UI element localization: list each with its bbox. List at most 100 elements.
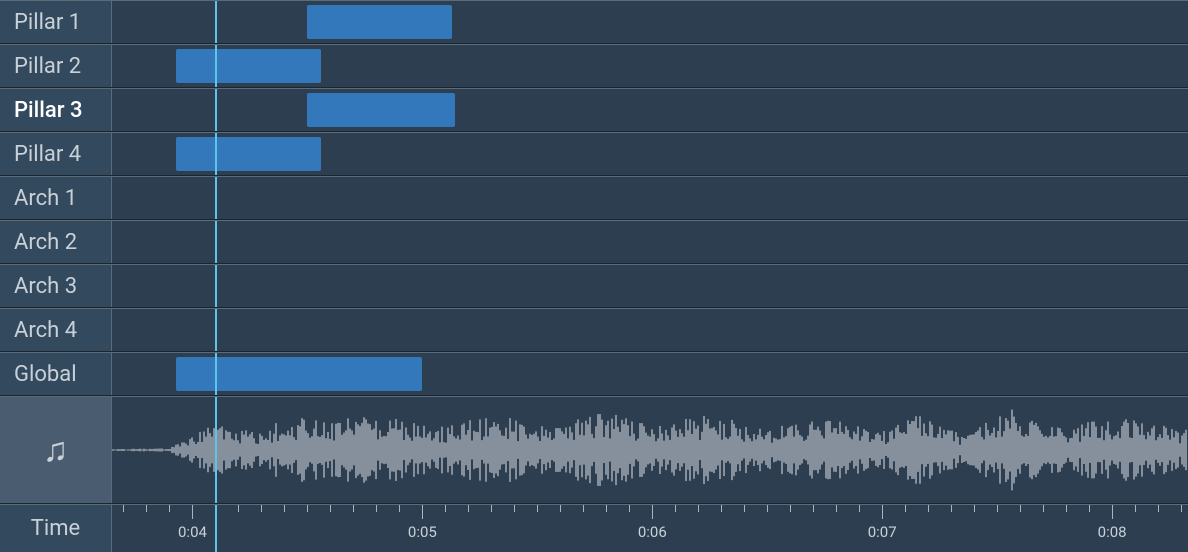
timeline-clip[interactable]: [307, 93, 454, 127]
tracks-container: Pillar 1Pillar 2Pillar 3Pillar 4Arch 1Ar…: [0, 0, 1188, 396]
ruler-tick-minor: [974, 505, 975, 512]
track-label[interactable]: Global: [0, 353, 112, 395]
ruler-tick-minor: [491, 505, 492, 512]
music-icon: ♫: [43, 430, 69, 470]
playhead[interactable]: [215, 505, 217, 552]
track-label[interactable]: Arch 3: [0, 265, 112, 307]
track-label[interactable]: Pillar 4: [0, 133, 112, 175]
ruler-tick-minor: [675, 505, 676, 512]
ruler-tick-minor: [307, 505, 308, 512]
track-lane[interactable]: [112, 89, 1188, 131]
track-label[interactable]: Pillar 2: [0, 45, 112, 87]
ruler-tick-minor: [928, 505, 929, 512]
ruler-tick-minor: [445, 505, 446, 512]
playhead[interactable]: [215, 265, 217, 307]
playhead[interactable]: [215, 177, 217, 219]
track-lane[interactable]: [112, 265, 1188, 307]
time-ruler-label: Time: [0, 505, 112, 552]
waveform-display: [112, 397, 1188, 503]
track-lane[interactable]: [112, 353, 1188, 395]
ruler-tick-major: [1112, 505, 1113, 519]
ruler-tick-minor: [813, 505, 814, 512]
ruler-tick-minor: [1020, 505, 1021, 512]
track-lane[interactable]: [112, 177, 1188, 219]
ruler-tick-major: [422, 505, 423, 519]
ruler-tick-minor: [376, 505, 377, 512]
ruler-tick-minor: [353, 505, 354, 512]
ruler-tick-minor: [169, 505, 170, 512]
playhead[interactable]: [215, 1, 217, 43]
track-row-pillar-1[interactable]: Pillar 1: [0, 0, 1188, 44]
ruler-tick-minor: [629, 505, 630, 512]
audio-track-header[interactable]: ♫: [0, 397, 112, 503]
track-row-pillar-2[interactable]: Pillar 2: [0, 44, 1188, 88]
ruler-tick-minor: [146, 505, 147, 512]
ruler-tick-minor: [1043, 505, 1044, 512]
ruler-tick-minor: [606, 505, 607, 512]
ruler-tick-minor: [721, 505, 722, 512]
timeline-content: Pillar 1Pillar 2Pillar 3Pillar 4Arch 1Ar…: [0, 0, 1188, 552]
playhead[interactable]: [215, 221, 217, 263]
track-label[interactable]: Arch 1: [0, 177, 112, 219]
audio-waveform-lane[interactable]: [112, 397, 1188, 503]
track-row-arch-3[interactable]: Arch 3: [0, 264, 1188, 308]
playhead[interactable]: [215, 309, 217, 351]
ruler-tick-major: [652, 505, 653, 519]
track-label[interactable]: Pillar 3: [0, 89, 112, 131]
time-ruler[interactable]: 0:04 0:05 0:06 0:07 0:08: [112, 505, 1188, 552]
timeline-clip[interactable]: [176, 137, 321, 171]
ruler-tick-minor: [583, 505, 584, 512]
track-row-arch-1[interactable]: Arch 1: [0, 176, 1188, 220]
ruler-tick-minor: [399, 505, 400, 512]
ruler-tick-minor: [1181, 505, 1182, 512]
ruler-tick-label: 0:05: [408, 523, 437, 541]
timeline-clip[interactable]: [176, 49, 321, 83]
track-label[interactable]: Arch 2: [0, 221, 112, 263]
track-lane[interactable]: [112, 1, 1188, 43]
ruler-tick-minor: [997, 505, 998, 512]
ruler-tick-minor: [261, 505, 262, 512]
track-row-global[interactable]: Global: [0, 352, 1188, 396]
ruler-tick-minor: [215, 505, 216, 512]
ruler-tick-major: [192, 505, 193, 519]
track-label[interactable]: Pillar 1: [0, 1, 112, 43]
ruler-tick-minor: [330, 505, 331, 512]
ruler-tick-label: 0:07: [868, 523, 897, 541]
timeline-clip[interactable]: [176, 357, 422, 391]
ruler-tick-minor: [905, 505, 906, 512]
ruler-tick-minor: [537, 505, 538, 512]
ruler-tick-minor: [514, 505, 515, 512]
ruler-tick-minor: [468, 505, 469, 512]
ruler-tick-minor: [1066, 505, 1067, 512]
track-row-pillar-4[interactable]: Pillar 4: [0, 132, 1188, 176]
track-row-arch-2[interactable]: Arch 2: [0, 220, 1188, 264]
timeline-editor: Pillar 1Pillar 2Pillar 3Pillar 4Arch 1Ar…: [0, 0, 1188, 552]
ruler-tick-minor: [238, 505, 239, 512]
track-row-pillar-3[interactable]: Pillar 3: [0, 88, 1188, 132]
time-ruler-row: Time 0:04 0:05 0:06 0:07 0:08: [0, 504, 1188, 552]
ruler-tick-minor: [836, 505, 837, 512]
ruler-tick-minor: [790, 505, 791, 512]
ruler-tick-minor: [767, 505, 768, 512]
ruler-tick-minor: [560, 505, 561, 512]
ruler-tick-minor: [123, 505, 124, 512]
ruler-tick-minor: [1135, 505, 1136, 512]
track-lane[interactable]: [112, 133, 1188, 175]
ruler-tick-minor: [859, 505, 860, 512]
ruler-tick-label: 0:06: [638, 523, 667, 541]
ruler-tick-minor: [698, 505, 699, 512]
track-label[interactable]: Arch 4: [0, 309, 112, 351]
track-lane[interactable]: [112, 309, 1188, 351]
timeline-clip[interactable]: [307, 5, 452, 39]
ruler-tick-minor: [1158, 505, 1159, 512]
ruler-tick-minor: [284, 505, 285, 512]
ruler-tick-label: 0:04: [178, 523, 207, 541]
track-row-arch-4[interactable]: Arch 4: [0, 308, 1188, 352]
ruler-tick-minor: [1089, 505, 1090, 512]
track-lane[interactable]: [112, 221, 1188, 263]
ruler-tick-minor: [951, 505, 952, 512]
playhead[interactable]: [215, 89, 217, 131]
ruler-tick-minor: [744, 505, 745, 512]
ruler-tick-label: 0:08: [1098, 523, 1127, 541]
track-lane[interactable]: [112, 45, 1188, 87]
